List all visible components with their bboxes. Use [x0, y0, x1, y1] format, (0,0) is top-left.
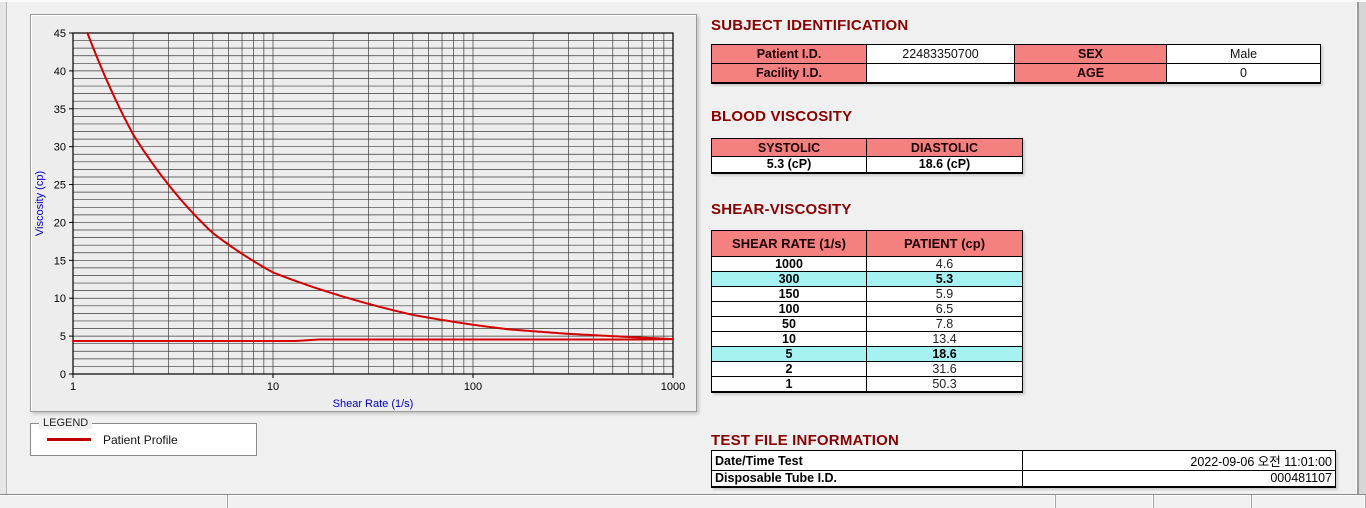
viscosity-chart-panel: 0 5 10 15 20 25 30 35 40 45 1 10 100 1000 Shear Rate (… — [30, 14, 697, 412]
svg-text:35: 35 — [54, 104, 66, 116]
patient-cp-cell: 5.3 — [866, 271, 1023, 287]
disposable-tube-id-value: 000481107 — [1022, 470, 1336, 487]
table-header-row: SHEAR RATE (1/s) PATIENT (cp) — [711, 230, 1023, 257]
legend-box: LEGEND Patient Profile — [30, 417, 257, 456]
shear-rate-cell: 100 — [711, 301, 867, 317]
test-file-information-table: Date/Time Test 2022-09-06 오전 11:01:00 Di… — [711, 450, 1336, 488]
blood-viscosity-table: SYSTOLIC DIASTOLIC 5.3 (cP) 18.6 (cP) — [711, 138, 1023, 174]
patient-cp-cell: 6.5 — [866, 301, 1023, 317]
date-time-test-label: Date/Time Test — [711, 450, 1023, 471]
svg-text:Shear Rate (1/s): Shear Rate (1/s) — [333, 398, 414, 410]
diastolic-value: 18.6 (cP) — [866, 156, 1023, 173]
svg-text:25: 25 — [54, 180, 66, 192]
subject-identification-heading: SUBJECT IDENTIFICATION — [711, 17, 909, 34]
shear-viscosity-heading: SHEAR-VISCOSITY — [711, 201, 852, 218]
table-row: 150 5.9 — [711, 286, 1023, 302]
svg-text:45: 45 — [54, 28, 66, 40]
status-bar-segment — [0, 495, 228, 508]
svg-text:1: 1 — [70, 381, 76, 393]
status-bar — [0, 494, 1366, 508]
shear-rate-cell: 10 — [711, 331, 867, 347]
patient-id-value: 22483350700 — [866, 44, 1015, 64]
patient-profile-line-swatch-icon — [47, 438, 91, 441]
table-row: 1000 4.6 — [711, 256, 1023, 272]
svg-text:1000: 1000 — [661, 381, 685, 393]
status-bar-segment — [1252, 495, 1366, 508]
patient-cp-cell: 4.6 — [866, 256, 1023, 272]
status-bar-segment — [1154, 495, 1252, 508]
sex-label: SEX — [1014, 44, 1167, 64]
shear-rate-cell: 2 — [711, 361, 867, 377]
patient-cp-cell: 31.6 — [866, 361, 1023, 377]
legend-title: LEGEND — [39, 417, 93, 429]
table-row: 300 5.3 — [711, 271, 1023, 287]
table-row: Patient I.D. 22483350700 SEX Male — [711, 44, 1321, 64]
table-row: 2 31.6 — [711, 361, 1023, 377]
legend-item-label: Patient Profile — [103, 432, 178, 447]
svg-text:30: 30 — [54, 142, 66, 154]
status-bar-segment — [1056, 495, 1154, 508]
disposable-tube-id-label: Disposable Tube I.D. — [711, 470, 1023, 487]
shear-viscosity-table: SHEAR RATE (1/s) PATIENT (cp) 1000 4.6 300… — [711, 230, 1023, 393]
shear-rate-cell: 1 — [711, 376, 867, 393]
table-row: Facility I.D. AGE 0 — [711, 63, 1321, 83]
legend-item: Patient Profile — [31, 424, 256, 455]
shear-rate-cell: 1000 — [711, 256, 867, 272]
svg-text:15: 15 — [54, 255, 66, 267]
left-pane-splitter[interactable] — [0, 2, 7, 495]
systolic-header: SYSTOLIC — [711, 138, 867, 157]
svg-text:10: 10 — [267, 381, 279, 393]
test-file-information-heading: TEST FILE INFORMATION — [711, 432, 900, 449]
status-bar-segment — [228, 495, 1056, 508]
table-row: SYSTOLIC DIASTOLIC — [711, 138, 1023, 157]
patient-cp-cell: 18.6 — [866, 346, 1023, 362]
systolic-value: 5.3 (cP) — [711, 156, 867, 173]
patient-cp-cell: 50.3 — [866, 376, 1023, 393]
date-time-test-value: 2022-09-06 오전 11:01:00 — [1022, 450, 1336, 471]
shear-rate-header: SHEAR RATE (1/s) — [711, 230, 867, 257]
facility-id-value — [866, 63, 1015, 83]
viscosity-chart-svg: 0 5 10 15 20 25 30 35 40 45 1 10 100 1000 Shear Rate (… — [34, 28, 685, 410]
table-row: Disposable Tube I.D. 000481107 — [711, 470, 1336, 487]
patient-id-label: Patient I.D. — [711, 44, 867, 64]
svg-text:5: 5 — [60, 331, 66, 343]
shear-table-body: 1000 4.6 300 5.3 150 5.9 100 6.5 50 7.8 10 13.4 5 18.… — [711, 256, 1023, 393]
subject-identification-table: Patient I.D. 22483350700 SEX Male Facili… — [711, 44, 1321, 84]
table-row: 5.3 (cP) 18.6 (cP) — [711, 156, 1023, 173]
patient-cp-cell: 5.9 — [866, 286, 1023, 302]
table-row: 10 13.4 — [711, 331, 1023, 347]
shear-rate-cell: 150 — [711, 286, 867, 302]
table-row: 5 18.6 — [711, 346, 1023, 362]
age-value: 0 — [1166, 63, 1321, 83]
patient-cp-cell: 13.4 — [866, 331, 1023, 347]
shear-rate-cell: 5 — [711, 346, 867, 362]
table-row: 1 50.3 — [711, 376, 1023, 393]
svg-text:0: 0 — [60, 369, 66, 381]
svg-text:10: 10 — [54, 293, 66, 305]
blood-viscosity-heading: BLOOD VISCOSITY — [711, 108, 853, 125]
patient-cp-header: PATIENT (cp) — [866, 230, 1023, 257]
patient-cp-cell: 7.8 — [866, 316, 1023, 332]
table-row: 100 6.5 — [711, 301, 1023, 317]
diastolic-header: DIASTOLIC — [866, 138, 1023, 157]
table-row: 50 7.8 — [711, 316, 1023, 332]
sex-value: Male — [1166, 44, 1321, 64]
svg-text:40: 40 — [54, 66, 66, 78]
svg-text:100: 100 — [464, 381, 482, 393]
table-row: Date/Time Test 2022-09-06 오전 11:01:00 — [711, 450, 1336, 471]
shear-rate-cell: 300 — [711, 271, 867, 287]
svg-text:Viscosity (cp): Viscosity (cp) — [34, 171, 46, 236]
svg-text:20: 20 — [54, 217, 66, 229]
vertical-scrollbar[interactable] — [1356, 2, 1366, 508]
facility-id-label: Facility I.D. — [711, 63, 867, 83]
shear-rate-cell: 50 — [711, 316, 867, 332]
age-label: AGE — [1014, 63, 1167, 83]
